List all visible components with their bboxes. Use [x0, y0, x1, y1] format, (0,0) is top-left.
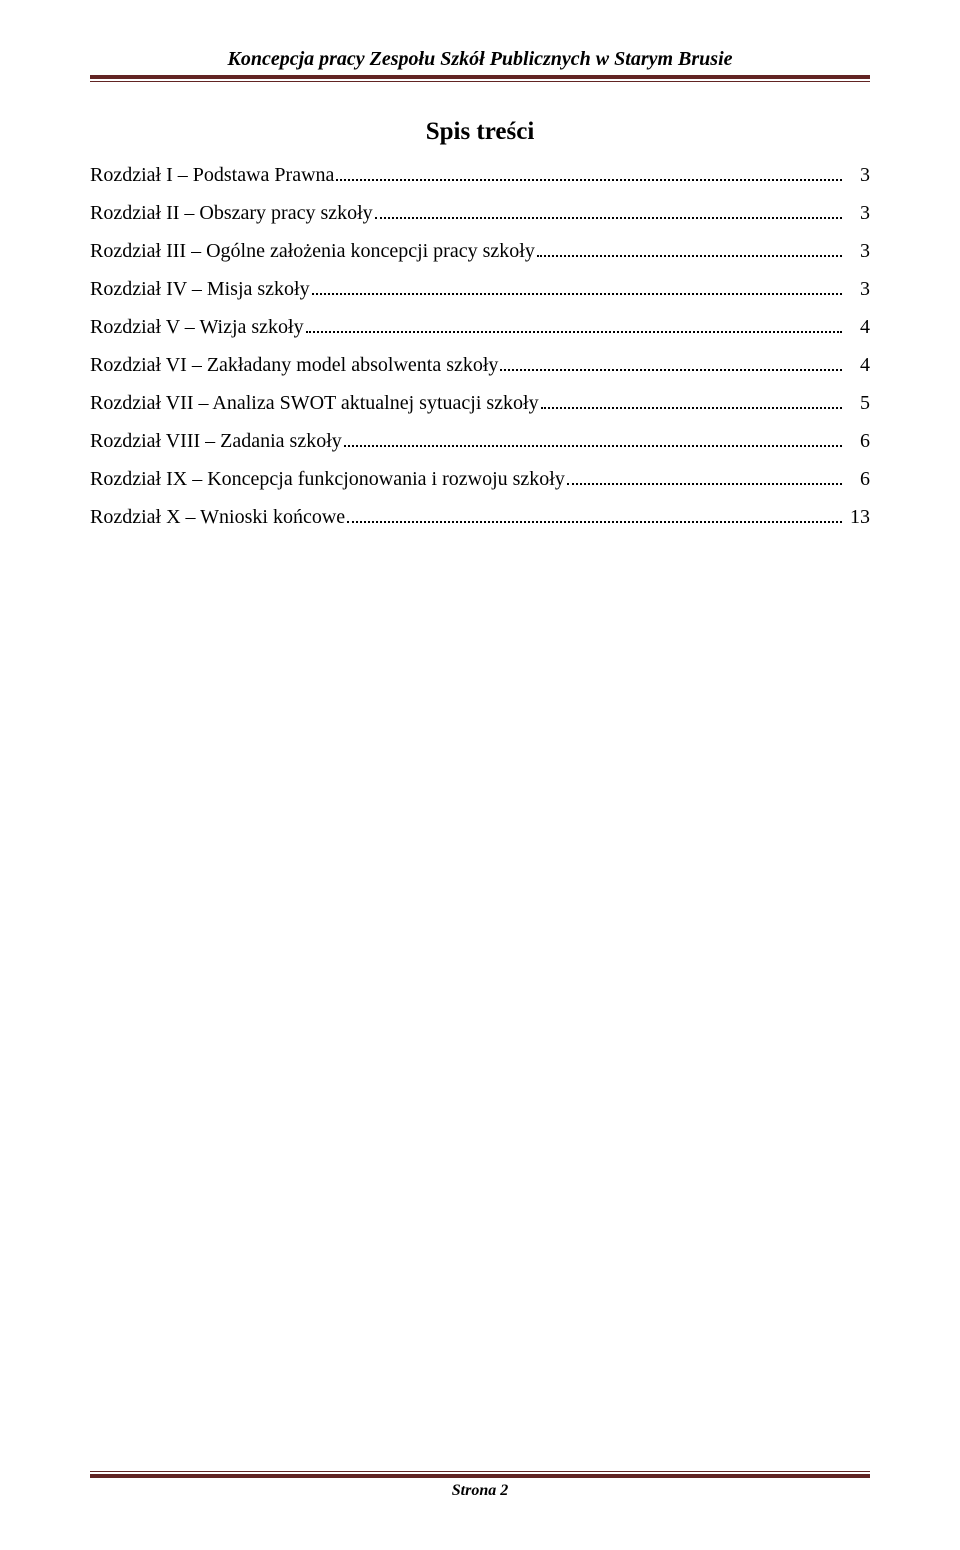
toc-dots — [306, 316, 842, 333]
toc-dots — [344, 430, 842, 447]
toc-label: Rozdział X – Wnioski końcowe — [90, 498, 345, 536]
toc-label: Rozdział VII – Analiza SWOT aktualnej sy… — [90, 384, 539, 422]
footer-rule-thick — [90, 1474, 870, 1478]
toc-dots — [347, 506, 842, 523]
toc-page: 3 — [846, 194, 870, 232]
toc-row: Rozdział VIII – Zadania szkoły 6 — [90, 422, 870, 460]
toc-label: Rozdział I – Podstawa Prawna — [90, 156, 334, 194]
toc-row: Rozdział IV – Misja szkoły 3 — [90, 270, 870, 308]
toc-label: Rozdział VI – Zakładany model absolwenta… — [90, 346, 498, 384]
toc-page: 4 — [846, 346, 870, 384]
toc-page: 13 — [846, 498, 870, 536]
toc-row: Rozdział V – Wizja szkoły 4 — [90, 308, 870, 346]
toc-row: Rozdział I – Podstawa Prawna 3 — [90, 156, 870, 194]
toc-label: Rozdział IX – Koncepcja funkcjonowania i… — [90, 460, 565, 498]
toc-row: Rozdział X – Wnioski końcowe 13 — [90, 498, 870, 536]
toc-list: Rozdział I – Podstawa Prawna 3 Rozdział … — [90, 156, 870, 536]
toc-dots — [541, 392, 842, 409]
footer-rule-thin — [90, 1471, 870, 1472]
toc-page: 5 — [846, 384, 870, 422]
toc-dots — [500, 354, 842, 371]
toc-label: Rozdział IV – Misja szkoły — [90, 270, 310, 308]
header-title: Koncepcja pracy Zespołu Szkół Publicznyc… — [90, 48, 870, 71]
toc-label: Rozdział III – Ogólne założenia koncepcj… — [90, 232, 535, 270]
toc-row: Rozdział IX – Koncepcja funkcjonowania i… — [90, 460, 870, 498]
toc-row: Rozdział II – Obszary pracy szkoły 3 — [90, 194, 870, 232]
toc-row: Rozdział III – Ogólne założenia koncepcj… — [90, 232, 870, 270]
toc-row: Rozdział VI – Zakładany model absolwenta… — [90, 346, 870, 384]
header-rule-thick — [90, 75, 870, 79]
toc-page: 6 — [846, 422, 870, 460]
toc-label: Rozdział VIII – Zadania szkoły — [90, 422, 342, 460]
page-header: Koncepcja pracy Zespołu Szkół Publicznyc… — [90, 48, 870, 82]
toc-label: Rozdział II – Obszary pracy szkoły — [90, 194, 373, 232]
header-rule-thin — [90, 81, 870, 82]
toc-page: 6 — [846, 460, 870, 498]
toc-page: 3 — [846, 232, 870, 270]
toc-label: Rozdział V – Wizja szkoły — [90, 308, 304, 346]
toc-dots — [375, 202, 842, 219]
toc-dots — [312, 278, 842, 295]
toc-dots — [567, 468, 842, 485]
footer-text: Strona 2 — [90, 1482, 870, 1500]
toc-page: 4 — [846, 308, 870, 346]
page-footer: Strona 2 — [90, 1471, 870, 1500]
toc-dots — [537, 240, 842, 257]
toc-page: 3 — [846, 270, 870, 308]
content-area: Spis treści Rozdział I – Podstawa Prawna… — [90, 90, 870, 536]
toc-dots — [336, 164, 842, 181]
toc-row: Rozdział VII – Analiza SWOT aktualnej sy… — [90, 384, 870, 422]
toc-title: Spis treści — [90, 118, 870, 146]
toc-page: 3 — [846, 156, 870, 194]
